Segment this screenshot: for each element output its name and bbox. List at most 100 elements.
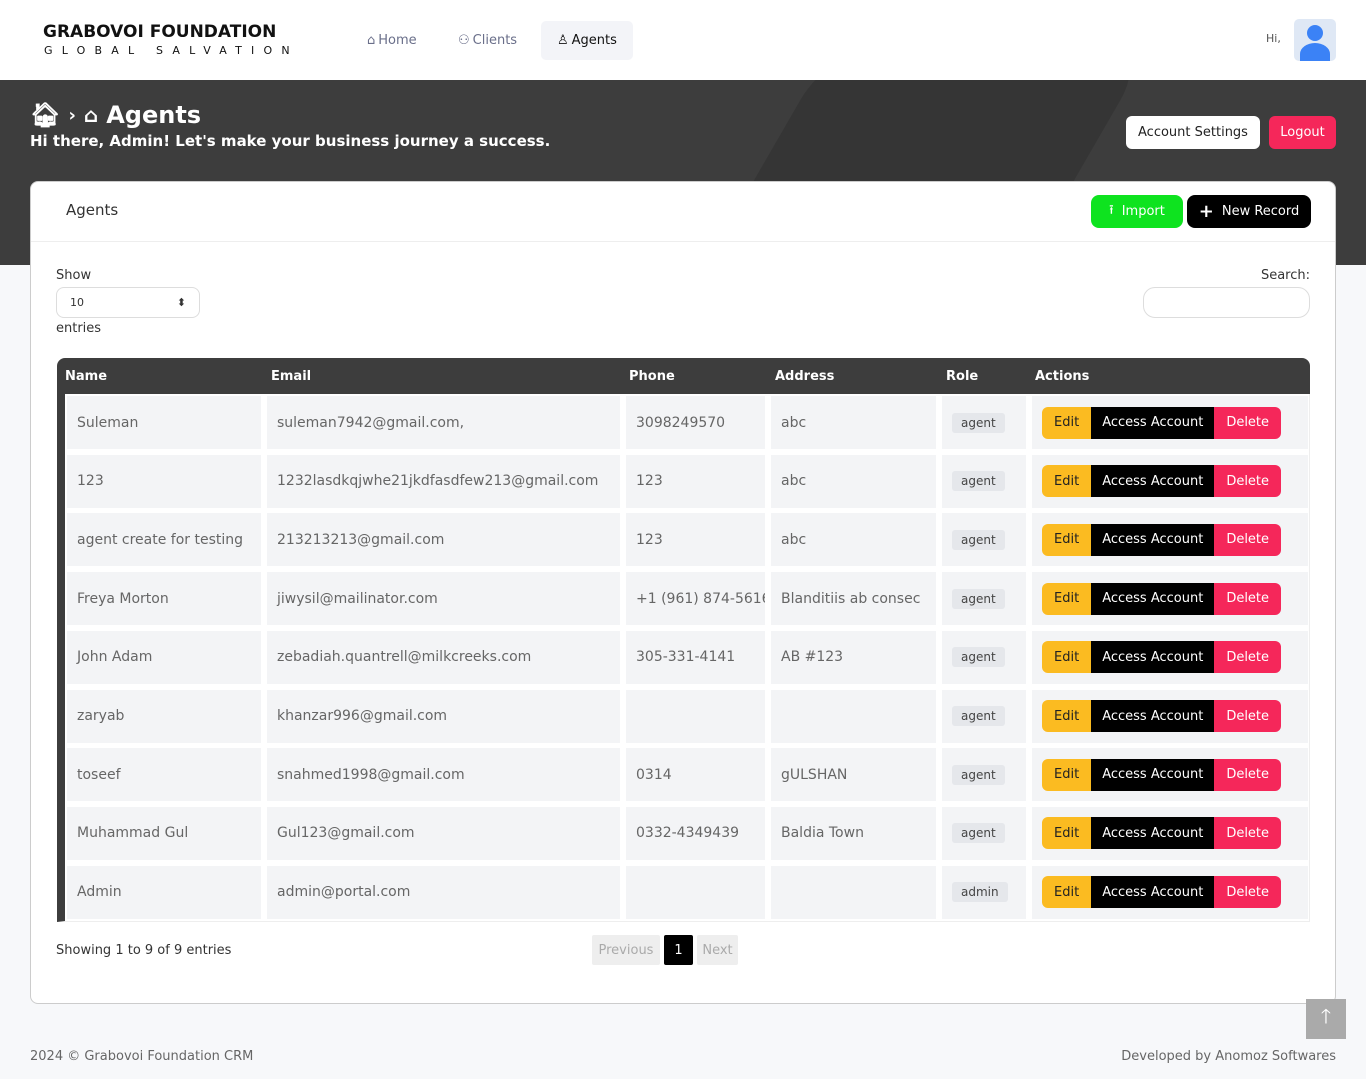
cell-address: abc	[771, 396, 936, 449]
nav-home[interactable]: ⌂ Home	[351, 21, 433, 60]
divider	[31, 241, 1335, 242]
edit-button[interactable]: Edit	[1042, 700, 1092, 732]
cell-phone: 123	[626, 513, 765, 567]
cell-actions: Edit Access Account Delete	[1032, 630, 1308, 684]
breadcrumb: 🏠︎ › ⌂ Agents	[30, 101, 201, 129]
cell-role: agent	[942, 630, 1026, 684]
delete-button[interactable]: Delete	[1214, 523, 1282, 556]
edit-button[interactable]: Edit	[1042, 641, 1092, 674]
page-1-button[interactable]: 1	[664, 935, 693, 965]
new-record-button[interactable]: + New Record	[1187, 195, 1311, 228]
delete-button[interactable]: Delete	[1214, 406, 1282, 439]
column-phone[interactable]: Phone	[629, 369, 675, 384]
cell-name: toseef	[67, 748, 261, 802]
cell-email: admin@portal.com	[267, 865, 620, 919]
delete-button[interactable]: Delete	[1214, 641, 1282, 674]
page-length-select[interactable]: 10 ⬍	[56, 287, 200, 318]
previous-button[interactable]: Previous	[592, 935, 660, 965]
column-email[interactable]: Email	[271, 369, 312, 384]
cell-actions: Edit Access Account Delete	[1032, 396, 1308, 449]
page-length-value: 10	[70, 296, 84, 309]
access-account-button[interactable]: Access Account	[1091, 523, 1215, 556]
cell-email: 1232lasdkqjwhe21jkdfasdfew213@gmail.com	[267, 454, 620, 508]
cell-role: agent	[942, 513, 1026, 567]
home-outline-icon: ⌂	[83, 103, 99, 127]
cell-email: khanzar996@gmail.com	[267, 689, 620, 743]
edit-button[interactable]: Edit	[1042, 817, 1092, 850]
edit-button[interactable]: Edit	[1042, 758, 1092, 791]
cell-phone: +1 (961) 874-5616	[626, 572, 765, 626]
delete-button[interactable]: Delete	[1214, 582, 1282, 615]
cell-name: agent create for testing	[67, 513, 261, 567]
avatar[interactable]	[1294, 19, 1336, 61]
cell-email: zebadiah.quantrell@milkcreeks.com	[267, 630, 620, 684]
cell-actions: Edit Access Account Delete	[1032, 689, 1308, 743]
access-account-button[interactable]: Access Account	[1091, 406, 1215, 439]
cell-address: abc	[771, 454, 936, 508]
scroll-to-top-button[interactable]: 🡑	[1306, 999, 1346, 1039]
nav-clients[interactable]: ⚇ Clients	[442, 21, 533, 60]
access-account-button[interactable]: Access Account	[1091, 700, 1215, 732]
footer-developer: Developed by Anomoz Softwares	[1121, 1049, 1336, 1064]
search-input[interactable]	[1143, 287, 1310, 318]
user-icon: ♙	[557, 33, 569, 48]
access-account-button[interactable]: Access Account	[1091, 582, 1215, 615]
welcome-subtitle: Hi there, Admin! Let's make your busines…	[30, 132, 551, 150]
cell-role: agent	[942, 748, 1026, 802]
cell-actions: Edit Access Account Delete	[1032, 572, 1308, 626]
cell-phone	[626, 689, 765, 743]
cell-address	[771, 865, 936, 919]
nav-agents[interactable]: ♙ Agents	[541, 21, 633, 60]
delete-button[interactable]: Delete	[1214, 876, 1282, 909]
home-icon[interactable]: 🏠︎	[30, 101, 61, 129]
access-account-button[interactable]: Access Account	[1091, 817, 1215, 850]
cell-role: agent	[942, 396, 1026, 449]
delete-button[interactable]: Delete	[1214, 817, 1282, 850]
column-address[interactable]: Address	[775, 369, 835, 384]
cell-email: suleman7942@gmail.com,	[267, 396, 620, 449]
cell-address: Baldia Town	[771, 806, 936, 860]
cell-name: John Adam	[67, 630, 261, 684]
delete-button[interactable]: Delete	[1214, 758, 1282, 791]
edit-button[interactable]: Edit	[1042, 876, 1092, 909]
edit-button[interactable]: Edit	[1042, 406, 1092, 439]
access-account-button[interactable]: Access Account	[1091, 758, 1215, 791]
table-row: toseef snahmed1998@gmail.com 0314 gULSHAN ag…	[65, 748, 1310, 802]
role-badge: agent	[952, 529, 1005, 550]
logout-button[interactable]: Logout	[1269, 116, 1336, 149]
table-row: agent create for testing 213213213@gmail.…	[65, 513, 1310, 567]
import-button[interactable]: ⭱ Import	[1091, 195, 1183, 228]
nav-home-label: Home	[378, 33, 417, 48]
account-settings-button[interactable]: Account Settings	[1126, 116, 1260, 149]
column-name[interactable]: Name	[65, 369, 108, 384]
cell-name: Freya Morton	[67, 572, 261, 626]
cell-actions: Edit Access Account Delete	[1032, 513, 1308, 567]
edit-button[interactable]: Edit	[1042, 582, 1092, 615]
access-account-button[interactable]: Access Account	[1091, 465, 1215, 498]
cell-email: Gul123@gmail.com	[267, 806, 620, 860]
new-record-label: New Record	[1221, 204, 1300, 219]
delete-button[interactable]: Delete	[1214, 700, 1282, 732]
cell-name: Muhammad Gul	[67, 806, 261, 860]
cell-actions: Edit Access Account Delete	[1032, 748, 1308, 802]
access-account-button[interactable]: Access Account	[1091, 641, 1215, 674]
sort-arrows-icon: ⬍	[176, 296, 186, 309]
access-account-button[interactable]: Access Account	[1091, 876, 1215, 909]
delete-button[interactable]: Delete	[1214, 465, 1282, 498]
role-badge: admin	[952, 882, 1008, 903]
column-actions: Actions	[1035, 369, 1090, 384]
cell-phone: 0314	[626, 748, 765, 802]
brand-tagline: GLOBAL SALVATION	[44, 44, 299, 57]
entries-label: entries	[56, 321, 102, 336]
cell-role: admin	[942, 865, 1026, 919]
cell-actions: Edit Access Account Delete	[1032, 454, 1308, 508]
top-navbar: GRABOVOI FOUNDATION GLOBAL SALVATION ⌂ Ho…	[0, 0, 1366, 80]
cell-name: 123	[67, 454, 261, 508]
nav-clients-label: Clients	[472, 33, 518, 48]
edit-button[interactable]: Edit	[1042, 523, 1092, 556]
column-role[interactable]: Role	[946, 369, 979, 384]
next-button[interactable]: Next	[697, 935, 738, 965]
cell-email: jiwysil@mailinator.com	[267, 572, 620, 626]
edit-button[interactable]: Edit	[1042, 465, 1092, 498]
table-row: Muhammad Gul Gul123@gmail.com 0332-4349439…	[65, 806, 1310, 860]
